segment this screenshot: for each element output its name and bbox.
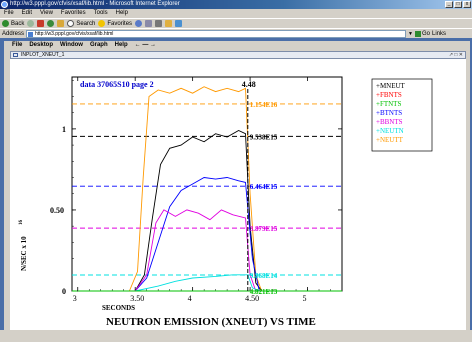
legend-entry-btnts: +BTNTS [376,109,402,117]
plot-window-title: INPLOT_XNEUT_1 [21,52,65,58]
edit-button[interactable] [165,20,173,28]
stop-button[interactable] [37,20,45,28]
refresh-button[interactable] [47,20,55,28]
plot-area: data 37065S10 page 2 4.48 3 3.50 4 4.50 5 0 0.50… [10,59,466,337]
favorites-button[interactable]: Favorites [98,20,132,28]
search-button[interactable]: Search [67,20,95,28]
history-button[interactable] [135,20,143,28]
x-axis-label: SECONDS [102,304,135,312]
series-value-label-bbnts: 3.879E15 [250,225,278,233]
address-dropdown-icon[interactable]: ▼ [408,30,413,37]
address-bar: Address http://w3.pppl.gov/cfvis/xsaf/li… [0,28,472,38]
stop-icon [37,20,45,27]
window-icon [13,53,18,57]
close-button[interactable]: x [463,1,471,8]
edit-icon [165,20,173,27]
legend-entry-bbnts: +BBNTS [376,118,403,126]
app-nav-arrows[interactable]: ← — → [134,42,156,48]
y-tick-label-1: 0.50 [50,206,64,215]
refresh-icon [47,20,55,27]
ie-logo-icon [1,1,8,8]
minimize-button[interactable]: _ [445,1,453,8]
menu-favorites[interactable]: Favorites [60,10,86,16]
series-line-neutn [135,274,260,292]
marker-label: 4.48 [242,80,256,89]
menu-file[interactable]: File [4,10,14,16]
print-button[interactable] [155,20,163,28]
browser-titlebar: http://w3.pppl.gov/cfvis/xsaf/lib.html -… [0,0,472,9]
y-axis-label: N/SEC x 10 [20,236,28,271]
legend-entry-neutt: +NEUTT [376,136,404,144]
print-icon [155,20,163,27]
y-tick-label-0: 0 [62,287,66,296]
legend-entry-ftnts: +FTNTS [376,100,401,108]
browser-toolbar: Back Search Favorites [0,18,472,28]
go-arrow-icon [414,30,421,37]
app-menu-file[interactable]: File [12,42,23,48]
plot-frame [71,76,343,292]
x-tick-label-4: 5 [303,294,307,303]
x-tick-label-3: 4.50 [245,294,259,303]
links-button[interactable]: Links [431,30,446,37]
legend-entry-neutn: +NEUTN [376,127,404,135]
home-button[interactable] [57,20,65,28]
legend-entry-fbnts: +FBNTS [376,91,402,99]
series-line-mneut [134,129,262,292]
y-axis-exponent: 16 [19,220,24,226]
chart-title: data 37065S10 page 2 [80,80,154,89]
legend-entry-mneut: +MNEUT [376,82,406,90]
x-tick-label-1: 3.50 [130,294,144,303]
app-menubar: File Desktop Window Graph Help ← — → [4,41,470,50]
plot-window-buttons[interactable]: ↗ □ ✕ [448,52,463,58]
series-value-label-neutt: 1.154E16 [250,101,278,109]
back-button[interactable]: Back [2,20,24,28]
mail-button[interactable] [145,20,153,28]
maximize-button[interactable]: □ [454,1,462,8]
discuss-icon [175,20,183,27]
menu-edit[interactable]: Edit [21,10,33,16]
status-bar [0,330,472,339]
history-icon [135,20,143,27]
app-menu-window[interactable]: Window [60,42,83,48]
app-menu-desktop[interactable]: Desktop [29,42,54,48]
legend-box [371,78,433,152]
series-line-bbnts [134,209,257,292]
series-value-label-btnts: 6.464E15 [250,183,278,191]
series-value-label-ftnts: 4.821E13 [250,288,278,296]
home-icon [57,20,65,27]
series-value-label-mneut: 9.538E15 [250,133,278,141]
y-tick-label-2: 1 [62,125,66,134]
star-icon [98,20,106,27]
x-tick-label-2: 4 [188,294,192,303]
address-label: Address [2,30,25,37]
discuss-button[interactable] [175,20,183,28]
bottom-title: NEUTRON EMISSION (XNEUT) VS TIME [106,316,316,328]
app-frame: File Desktop Window Graph Help ← — → INP… [4,41,470,337]
app-menu-help[interactable]: Help [114,42,128,48]
menu-view[interactable]: View [40,10,53,16]
go-button[interactable]: Go [414,29,430,39]
plot-window-titlebar[interactable]: INPLOT_XNEUT_1 ↗ □ ✕ [10,51,466,59]
search-icon [67,20,75,27]
app-menu-graph[interactable]: Graph [89,42,108,48]
series-value-label-neutn: 9.868E14 [250,272,278,280]
mail-icon [145,20,153,27]
address-input[interactable]: http://w3.pppl.gov/cfvis/xsaf/lib.html [26,29,407,38]
neutron-chart: data 37065S10 page 2 4.48 3 3.50 4 4.50 5 0 0.50… [19,76,433,328]
page-content: File Desktop Window Graph Help ← — → INP… [0,38,472,339]
menu-help[interactable]: Help [115,10,128,16]
series-line-btnts [134,177,260,292]
forward-arrow-icon [27,20,35,27]
back-arrow-icon [2,20,9,27]
browser-menubar: File Edit View Favorites Tools Help [0,9,472,18]
browser-title: http://w3.pppl.gov/cfvis/xsaf/lib.html -… [10,1,180,7]
forward-button[interactable] [27,20,35,28]
x-tick-label-0: 3 [73,294,77,303]
menu-tools[interactable]: Tools [93,10,108,16]
